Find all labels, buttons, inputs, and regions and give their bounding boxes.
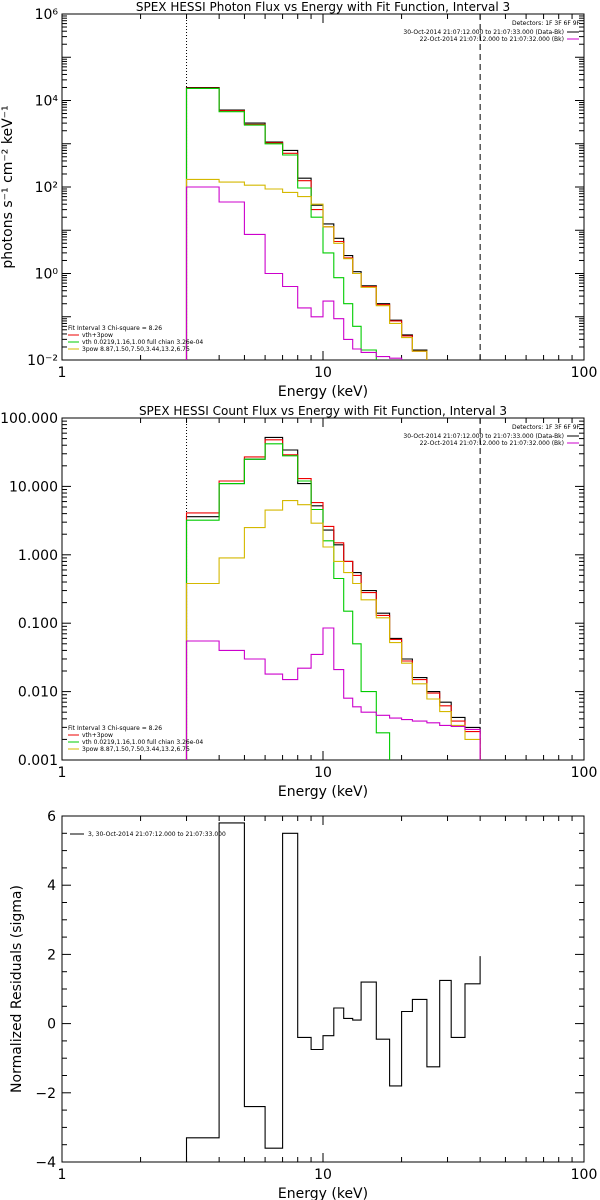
y-tick-label: 4 [47, 878, 56, 894]
y-tick-label: 2 [47, 947, 56, 963]
legend-header: Detectors: 1F 3F 6F 9F [512, 20, 581, 27]
x-tick-label: 1 [58, 365, 67, 381]
legend-header: Detectors: 1F 3F 6F 9F [512, 424, 581, 431]
legend-label: 22-Oct-2014 21:07:12.000 to 21:07:32.000… [420, 36, 564, 43]
series-green [185, 87, 391, 360]
chart-title: SPEX HESSI Photon Flux vs Energy with Fi… [136, 0, 510, 14]
y-axis-label: Normalized Residuals (sigma) [9, 885, 25, 1093]
y-tick-label: 0.010 [18, 685, 58, 701]
fit-legend-label: vth+3pow [82, 332, 113, 339]
x-axis-label: Energy (keV) [278, 1186, 368, 1200]
y-tick-label: 10⁴ [35, 94, 59, 110]
series-black [185, 86, 481, 360]
y-tick-label: 10² [35, 180, 58, 196]
y-tick-label: 10.000 [9, 479, 58, 495]
x-tick-label: 10 [314, 1167, 332, 1183]
y-tick-label: −4 [35, 1155, 56, 1171]
x-tick-label: 100 [571, 365, 598, 381]
y-tick-label: 1.000 [18, 548, 58, 564]
series-gold [185, 178, 481, 360]
y-tick-label: 0.001 [18, 753, 58, 769]
y-tick-label: 6 [47, 809, 56, 825]
y-tick-label: −2 [35, 1086, 56, 1102]
x-axis-label: Energy (keV) [278, 384, 368, 400]
plot-frame [61, 417, 585, 761]
legend-label: 30-Oct-2014 21:07:12.000 to 21:07:33.000… [403, 29, 564, 36]
fit-legend-header: Fit Interval 3 Chi-square = 8.26 [68, 725, 162, 732]
series-magenta [185, 186, 481, 360]
x-tick-label: 100 [571, 765, 598, 781]
y-tick-label: 0 [47, 1017, 56, 1033]
series-gold [185, 500, 481, 760]
fit-legend-label: 3pow 8.87,1.50,7.50,3.44,13.2,6.75 [82, 746, 190, 753]
legend-label: 3, 30-Oct-2014 21:07:12.000 to 21:07:33.… [88, 831, 226, 838]
fit-legend-label: 3pow 8.87,1.50,7.50,3.44,13.2,6.75 [82, 346, 190, 353]
plot-frame [61, 815, 585, 1163]
series-black [185, 436, 481, 760]
y-tick-label: 10⁰ [35, 267, 59, 283]
y-tick-label: 0.100 [18, 616, 58, 632]
series-green [185, 443, 391, 760]
series-black [185, 822, 481, 1162]
series-red [185, 439, 481, 760]
x-tick-label: 10 [314, 765, 332, 781]
legend-label: 30-Oct-2014 21:07:12.000 to 21:07:33.000… [403, 433, 564, 440]
fit-legend-label: vth 0.0219,1.16,1.00 full chian 3.26e-04 [82, 739, 203, 746]
chart-title: SPEX HESSI Count Flux vs Energy with Fit… [139, 404, 507, 418]
y-axis-label: photons s⁻¹ cm⁻² keV⁻¹ [0, 105, 16, 268]
fit-legend-label: vth+3pow [82, 732, 113, 739]
x-tick-label: 10 [314, 365, 332, 381]
y-tick-label: 10⁻² [27, 353, 58, 369]
x-tick-label: 100 [571, 1167, 598, 1183]
y-tick-label: 100.000 [0, 411, 58, 427]
y-tick-label: 10⁶ [35, 7, 59, 23]
series-magenta [185, 627, 481, 760]
x-tick-label: 1 [58, 765, 67, 781]
fit-legend-label: vth 0.0219,1.16,1.00 full chian 3.26e-04 [82, 339, 203, 346]
x-tick-label: 1 [58, 1167, 67, 1183]
x-axis-label: Energy (keV) [278, 784, 368, 800]
fit-legend-header: Fit Interval 3 Chi-square = 8.26 [68, 325, 162, 332]
legend-label: 22-Oct-2014 21:07:12.000 to 21:07:32.000… [420, 440, 564, 447]
